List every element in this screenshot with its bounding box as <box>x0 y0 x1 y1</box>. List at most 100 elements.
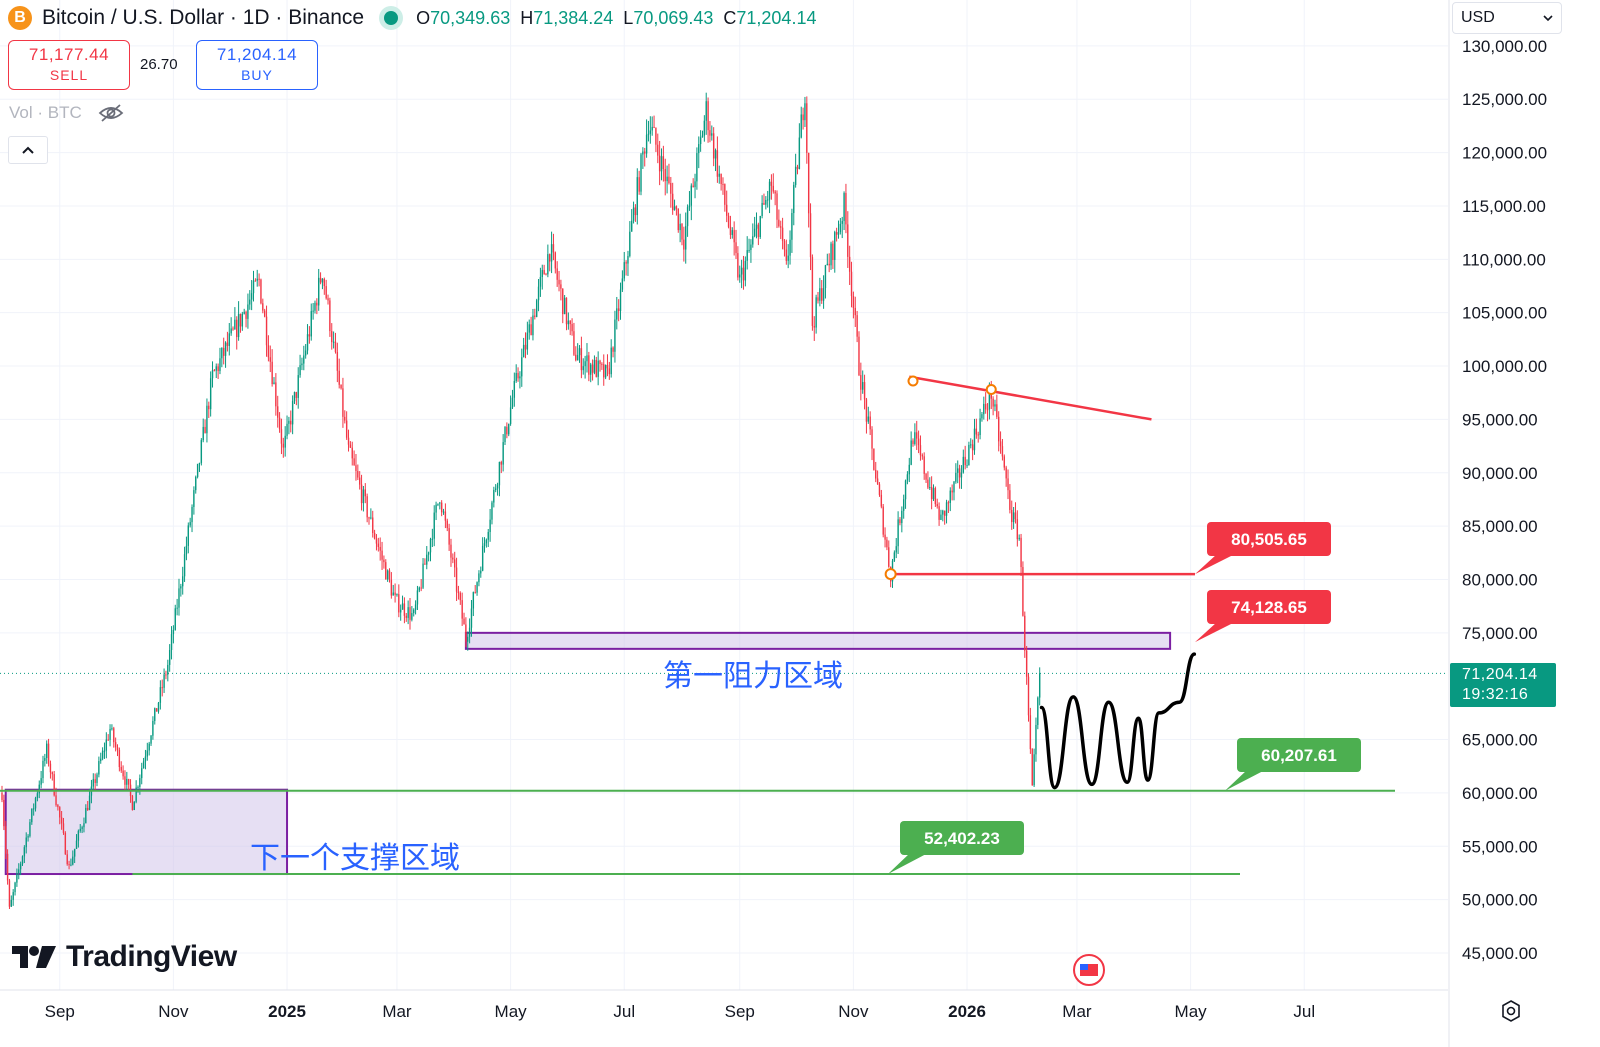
resistance-level-anchor[interactable] <box>884 568 897 581</box>
candle-body <box>18 869 20 874</box>
candle-body <box>703 120 706 136</box>
resistance-level-callout-box[interactable] <box>1207 522 1331 556</box>
candle-body <box>46 743 48 758</box>
projection-path[interactable] <box>1039 652 1197 790</box>
candle-body <box>496 485 499 489</box>
symbol-header: B Bitcoin / U.S. Dollar · 1D · Binance O… <box>8 4 816 32</box>
first-resistance-zone[interactable] <box>464 631 1172 650</box>
candle-body <box>1011 509 1013 523</box>
price-axis[interactable]: 130,000.00 125,000.00 120,000.00 115,000.00… <box>1448 0 1547 1047</box>
candle-body <box>8 880 11 907</box>
candle-body <box>657 144 659 156</box>
candle-body <box>211 370 214 379</box>
candle-body <box>293 392 296 402</box>
candle-body <box>29 822 31 837</box>
candle-body <box>107 739 109 741</box>
support-level-2-callout-box[interactable] <box>900 821 1024 855</box>
candle-body <box>98 761 100 775</box>
trendline-anchor-point[interactable] <box>985 384 997 396</box>
candle-body <box>932 488 935 500</box>
trendline-anchor-point[interactable] <box>907 375 919 387</box>
collapse-legend-button[interactable] <box>8 136 48 164</box>
candle-body <box>416 590 419 605</box>
time-axis[interactable]: Sep Nov 2025 Mar May Jul Sep Nov 2026 Mar May Jul <box>0 989 1448 1021</box>
candle-body <box>912 440 914 444</box>
candle-body <box>1003 456 1005 468</box>
candle-body <box>144 756 147 762</box>
candle-body <box>560 284 562 289</box>
candle-body <box>286 423 288 436</box>
candle-body <box>327 298 329 301</box>
candle-body <box>252 280 255 294</box>
candle-body <box>746 250 748 261</box>
candle-body <box>424 563 426 565</box>
candle-body <box>398 594 400 613</box>
candle-body <box>222 347 225 356</box>
candle-body <box>876 478 879 485</box>
resistance-zone-callout-box[interactable] <box>1207 590 1331 624</box>
candle-body <box>986 409 989 411</box>
candle-body <box>481 545 484 571</box>
gear-icon[interactable] <box>1498 998 1524 1024</box>
support-level-callout-box[interactable] <box>1237 738 1361 772</box>
candle-body <box>632 207 635 221</box>
candle-body <box>198 462 201 464</box>
time-tick-label: 2025 <box>268 1002 306 1021</box>
candle-body <box>634 207 637 216</box>
candle-body <box>241 313 244 327</box>
time-tick-label: Jul <box>1293 1002 1315 1021</box>
currency-select[interactable]: USD <box>1452 2 1562 34</box>
candle-body <box>452 557 454 560</box>
candle-body <box>493 489 495 503</box>
price-tick-label: 100,000.00 <box>1462 357 1547 376</box>
candle-body <box>1014 512 1017 520</box>
candle-body <box>765 200 767 205</box>
candle-body <box>217 366 219 372</box>
candle-body <box>740 267 743 275</box>
candle-body <box>273 382 275 385</box>
chevron-up-icon <box>22 146 34 154</box>
candle-body <box>189 522 191 526</box>
candle-body <box>582 366 584 371</box>
symbol-title[interactable]: Bitcoin / U.S. Dollar · 1D · Binance <box>42 6 365 29</box>
candle-body <box>418 587 421 591</box>
eye-crossed-icon[interactable] <box>98 103 124 123</box>
candle-body <box>100 758 102 762</box>
candle-body <box>532 315 534 336</box>
candle-body <box>478 573 480 583</box>
candle-body <box>23 847 26 857</box>
candle-body <box>768 181 771 200</box>
candle-body <box>731 230 733 235</box>
candle-body <box>530 324 532 336</box>
candle-body <box>720 173 722 185</box>
buy-button[interactable]: 71,204.14 BUY <box>196 40 318 90</box>
price-tick-label: 55,000.00 <box>1462 837 1538 856</box>
candle-body <box>999 441 1002 447</box>
support-level-callout-pointer <box>1225 770 1265 791</box>
candle-body <box>519 376 521 379</box>
time-tick-label: May <box>1175 1002 1208 1021</box>
candle-body <box>705 101 707 121</box>
candle-body <box>854 307 856 316</box>
price-tick-label: 45,000.00 <box>1462 944 1538 963</box>
candle-body <box>862 382 864 390</box>
ohlc-open-key: O <box>416 7 431 28</box>
candle-body <box>998 416 1000 442</box>
tradingview-logo[interactable]: TradingView <box>12 940 237 974</box>
candle-body <box>975 428 978 435</box>
next-support-zone[interactable] <box>4 788 289 876</box>
candle-body <box>880 494 883 507</box>
resistance-trendline[interactable] <box>909 375 1152 421</box>
price-tick-label: 115,000.00 <box>1462 197 1546 216</box>
candle-body <box>671 193 674 211</box>
candle-body <box>454 559 456 568</box>
candle-body <box>686 207 689 227</box>
candle-body <box>774 191 776 194</box>
resistance-zone-callout-label: 74,128.65 <box>1231 598 1307 617</box>
sell-button[interactable]: 71,177.44 SELL <box>8 40 130 90</box>
candle-body <box>612 347 614 352</box>
candle-body <box>316 302 318 306</box>
candle-body <box>278 417 281 430</box>
candle-body <box>614 319 616 352</box>
